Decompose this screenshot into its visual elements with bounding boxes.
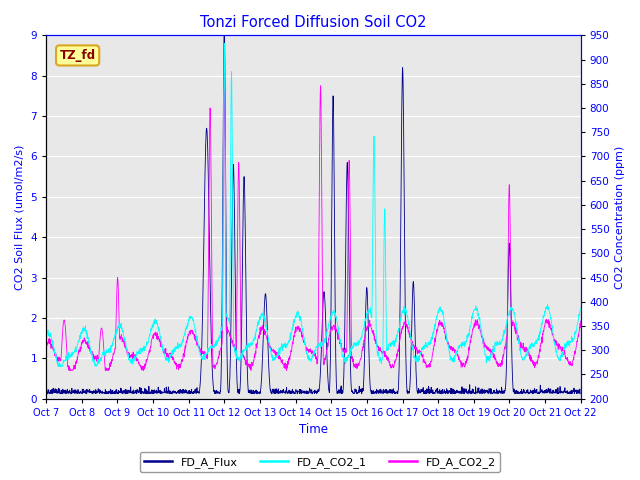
- Y-axis label: CO2 Soil Flux (umol/m2/s): CO2 Soil Flux (umol/m2/s): [15, 144, 25, 289]
- Y-axis label: CO2 Concentration (ppm): CO2 Concentration (ppm): [615, 145, 625, 288]
- Text: TZ_fd: TZ_fd: [60, 49, 96, 62]
- Legend: FD_A_Flux, FD_A_CO2_1, FD_A_CO2_2: FD_A_Flux, FD_A_CO2_1, FD_A_CO2_2: [140, 452, 500, 472]
- Title: Tonzi Forced Diffusion Soil CO2: Tonzi Forced Diffusion Soil CO2: [200, 15, 427, 30]
- X-axis label: Time: Time: [299, 423, 328, 436]
